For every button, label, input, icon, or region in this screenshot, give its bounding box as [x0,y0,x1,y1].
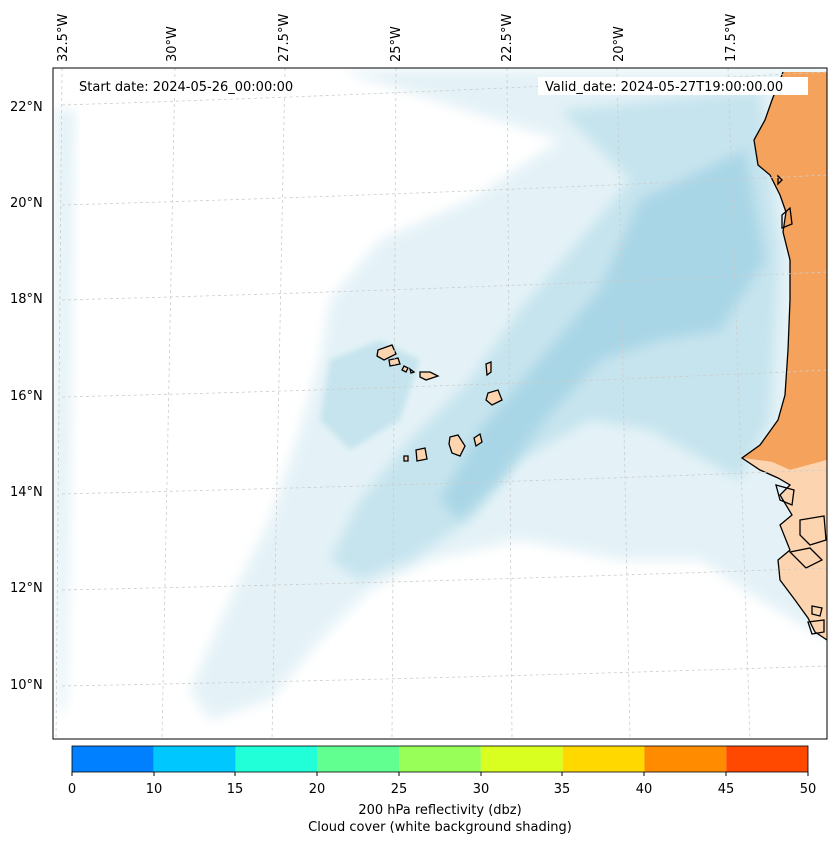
lat-label-22n: 22°N [10,100,43,115]
colorbar-tick-label: 25 [391,782,408,797]
lat-label-18n: 18°N [10,292,43,307]
colorbar-segment-40-45 [644,746,727,772]
colorbar-segment-20-25 [317,746,400,772]
colorbar-tick-label: 45 [718,782,735,797]
lon-label-30w: 30°W [165,26,180,62]
valid-date-box [538,77,808,95]
graticule [55,68,827,739]
colorbar-segment-45-50 [726,746,808,772]
colorbar-tick-label: 10 [146,782,163,797]
colorbar-segment-10-15 [153,746,236,772]
cape-verde-islands [376,344,503,462]
lat-label-10n: 10°N [10,678,43,693]
lon-label-32-5w: 32.5°W [56,14,71,62]
lon-label-17-5w: 17.5°W [724,14,739,62]
lat-label-20n: 20°N [10,196,43,211]
start-date-label: Start date: 2024-05-26_00:00:00 [79,80,293,95]
coastline [740,71,827,641]
lon-label-22-5w: 22.5°W [500,14,515,62]
colorbar-segment-25-30 [399,746,481,772]
map-frame [52,67,828,740]
mainland-warm-region [742,72,827,470]
colorbar-tick-label: 0 [68,782,76,797]
valid-date-label: Valid_date: 2024-05-27T19:00:00.00 [545,80,783,95]
colorbar-tick-label: 20 [309,782,326,797]
colorbar-tick-label: 40 [636,782,653,797]
start-date-box [72,77,314,95]
map-content [54,68,827,739]
colorbar: 0 10 15 20 25 30 35 40 45 50 200 hPa ref… [68,745,817,835]
colorbar-label: 200 hPa reflectivity (dbz) [358,803,521,818]
lon-label-25w: 25°W [389,26,404,62]
colorbar-segment-30-35 [480,746,563,772]
lat-label-16n: 16°N [10,389,43,404]
colorbar-segment-15-20 [235,746,318,772]
latitude-labels: 22°N 20°N 18°N 16°N 14°N 12°N 10°N [10,100,43,693]
colorbar-sublabel: Cloud cover (white background shading) [308,820,572,835]
colorbar-tick-label: 50 [800,782,817,797]
lat-label-14n: 14°N [10,485,43,500]
lat-label-12n: 12°N [10,581,43,596]
longitude-labels: 32.5°W 30°W 27.5°W 25°W 22.5°W 20°W 17.5… [56,14,739,62]
colorbar-tick-label: 35 [554,782,571,797]
colorbar-tick-label: 30 [473,782,490,797]
mainland-coast-south [742,458,827,640]
colorbar-tick-label: 15 [227,782,244,797]
lon-label-27-5w: 27.5°W [277,14,292,62]
cloud-cover-shading [54,70,827,720]
colorbar-frame [71,745,809,773]
colorbar-segment-35-40 [562,746,645,772]
colorbar-segment-0-10 [72,746,154,772]
lon-label-20w: 20°W [612,26,627,62]
